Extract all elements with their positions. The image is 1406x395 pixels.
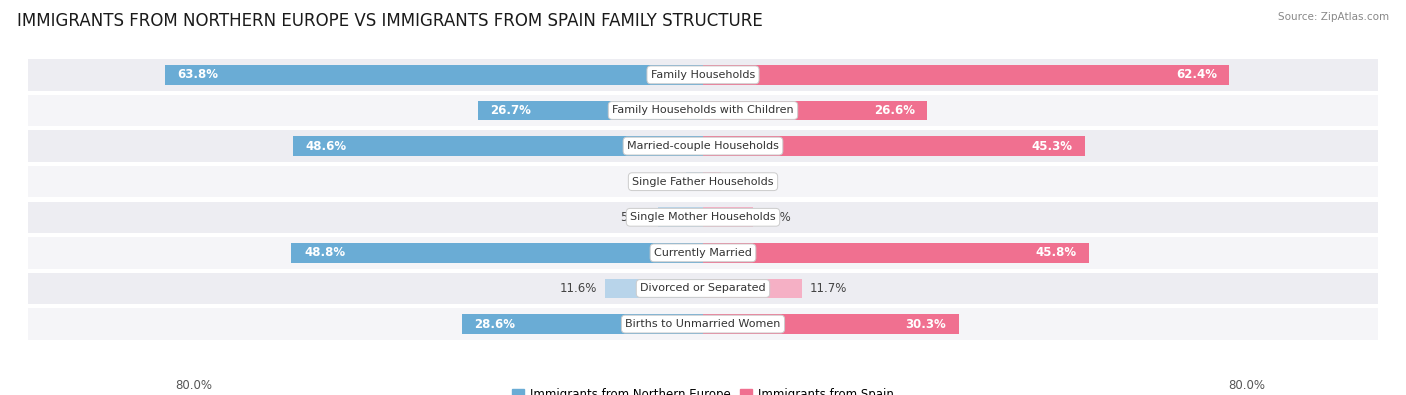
Text: Births to Unmarried Women: Births to Unmarried Women <box>626 319 780 329</box>
Text: 80.0%: 80.0% <box>176 379 212 392</box>
Bar <box>478 101 703 120</box>
Text: 2.0%: 2.0% <box>648 175 678 188</box>
Text: 5.9%: 5.9% <box>761 211 792 224</box>
Bar <box>28 130 1378 162</box>
Bar <box>461 314 703 334</box>
Text: Divorced or Separated: Divorced or Separated <box>640 284 766 293</box>
Bar <box>703 101 928 120</box>
Text: 26.6%: 26.6% <box>873 104 915 117</box>
Text: 48.8%: 48.8% <box>304 246 344 260</box>
Text: 63.8%: 63.8% <box>177 68 218 81</box>
Text: Source: ZipAtlas.com: Source: ZipAtlas.com <box>1278 12 1389 22</box>
Text: Family Households with Children: Family Households with Children <box>612 105 794 115</box>
Bar <box>703 136 1085 156</box>
Bar <box>703 314 959 334</box>
Text: Married-couple Households: Married-couple Households <box>627 141 779 151</box>
Text: Single Mother Households: Single Mother Households <box>630 212 776 222</box>
Text: Family Households: Family Households <box>651 70 755 80</box>
Bar <box>605 279 703 298</box>
Text: IMMIGRANTS FROM NORTHERN EUROPE VS IMMIGRANTS FROM SPAIN FAMILY STRUCTURE: IMMIGRANTS FROM NORTHERN EUROPE VS IMMIG… <box>17 12 762 30</box>
Text: 45.3%: 45.3% <box>1032 139 1073 152</box>
Text: 26.7%: 26.7% <box>491 104 531 117</box>
Text: 2.1%: 2.1% <box>730 175 759 188</box>
Text: 5.3%: 5.3% <box>620 211 650 224</box>
Bar <box>28 201 1378 233</box>
Bar <box>28 308 1378 340</box>
Bar <box>28 166 1378 198</box>
Bar <box>28 237 1378 269</box>
Text: 28.6%: 28.6% <box>474 318 516 331</box>
Text: 11.7%: 11.7% <box>810 282 848 295</box>
Bar <box>703 65 1229 85</box>
Bar <box>292 136 703 156</box>
Bar <box>703 243 1090 263</box>
Bar <box>28 59 1378 90</box>
Text: 30.3%: 30.3% <box>905 318 946 331</box>
Bar <box>28 95 1378 126</box>
Legend: Immigrants from Northern Europe, Immigrants from Spain: Immigrants from Northern Europe, Immigra… <box>512 388 894 395</box>
Text: 62.4%: 62.4% <box>1175 68 1216 81</box>
Text: 80.0%: 80.0% <box>1229 379 1265 392</box>
Bar <box>165 65 703 85</box>
Text: 48.6%: 48.6% <box>305 139 347 152</box>
Bar <box>703 207 752 227</box>
Bar <box>291 243 703 263</box>
Text: Currently Married: Currently Married <box>654 248 752 258</box>
Bar <box>703 279 801 298</box>
Bar <box>686 172 703 192</box>
Bar <box>658 207 703 227</box>
Text: 45.8%: 45.8% <box>1036 246 1077 260</box>
Bar <box>703 172 721 192</box>
Text: Single Father Households: Single Father Households <box>633 177 773 187</box>
Text: 11.6%: 11.6% <box>560 282 596 295</box>
Bar <box>28 273 1378 304</box>
